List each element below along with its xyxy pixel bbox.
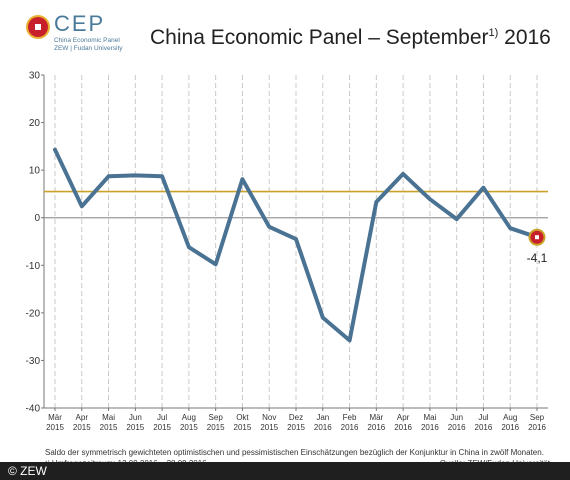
logo-line1: China Economic Panel — [54, 37, 120, 44]
x-axis: Mär2015Apr2015Mai2015Jun2015Jul2015Aug20… — [44, 407, 548, 432]
last-value-label: -4,1 — [527, 251, 548, 265]
y-tick-label: -20 — [26, 308, 41, 319]
y-tick-label: -10 — [26, 261, 41, 272]
x-tick-month: Jun — [450, 413, 463, 422]
x-tick-month: Apr — [397, 413, 410, 422]
x-tick-year: 2016 — [367, 423, 385, 432]
cep-logo-icon — [28, 17, 48, 37]
x-tick-month: Dez — [289, 413, 303, 422]
x-tick-year: 2016 — [448, 423, 466, 432]
x-tick-month: Mär — [369, 413, 383, 422]
y-tick-label: 20 — [29, 118, 41, 129]
x-tick-year: 2016 — [341, 423, 359, 432]
x-tick-month: Aug — [182, 413, 196, 422]
x-tick-year: 2016 — [528, 423, 546, 432]
x-tick-month: Sep — [209, 413, 224, 422]
last-point-dot — [535, 235, 539, 240]
x-tick-year: 2015 — [73, 423, 91, 432]
title-year: 2016 — [498, 26, 551, 49]
x-tick-month: Jul — [478, 413, 488, 422]
copyright-bar: © ZEW — [0, 462, 570, 480]
y-axis: 30 20 10 0 -10 -20 -30 -40 — [26, 71, 45, 415]
x-tick-month: Aug — [503, 413, 517, 422]
x-tick-year: 2016 — [421, 423, 439, 432]
x-tick-year: 2016 — [314, 423, 332, 432]
x-tick-month: Feb — [343, 413, 357, 422]
series-line — [53, 147, 539, 343]
x-tick-year: 2015 — [180, 423, 198, 432]
y-tick-label: 0 — [34, 213, 40, 224]
y-tick-label: 10 — [29, 166, 41, 177]
x-tick-month: Jul — [157, 413, 167, 422]
x-tick-month: Jan — [316, 413, 329, 422]
x-tick-year: 2015 — [46, 423, 64, 432]
x-tick-year: 2015 — [207, 423, 225, 432]
x-tick-month: Mai — [102, 413, 115, 422]
y-tick-label: -40 — [26, 404, 41, 415]
x-tick-year: 2016 — [475, 423, 493, 432]
title-main: China Economic Panel – September — [150, 26, 489, 49]
x-tick-month: Nov — [262, 413, 276, 422]
x-tick-year: 2015 — [234, 423, 252, 432]
cep-logo: CEP China Economic Panel ZEW | Fudan Uni… — [28, 11, 158, 57]
logo-brand: CEP — [54, 11, 106, 36]
y-tick-label: -30 — [26, 356, 41, 367]
x-tick-year: 2015 — [287, 423, 305, 432]
series: -4,1 — [44, 147, 548, 343]
x-tick-year: 2015 — [126, 423, 144, 432]
x-tick-year: 2016 — [501, 423, 519, 432]
title-footnote-mark: 1) — [488, 27, 499, 39]
x-tick-year: 2015 — [153, 423, 171, 432]
x-tick-month: Apr — [76, 413, 89, 422]
x-tick-month: Mär — [48, 413, 62, 422]
logo-line2: ZEW | Fudan University — [54, 45, 123, 52]
x-tick-month: Jun — [129, 413, 142, 422]
x-tick-year: 2015 — [260, 423, 278, 432]
grid-lines — [44, 75, 548, 408]
x-tick-month: Sep — [530, 413, 545, 422]
x-tick-year: 2016 — [394, 423, 412, 432]
y-tick-label: 30 — [29, 71, 41, 82]
x-tick-month: Mai — [423, 413, 436, 422]
x-tick-month: Okt — [236, 413, 249, 422]
chart-title: China Economic Panel – September1) 2016 — [150, 26, 551, 50]
x-tick-year: 2015 — [100, 423, 118, 432]
